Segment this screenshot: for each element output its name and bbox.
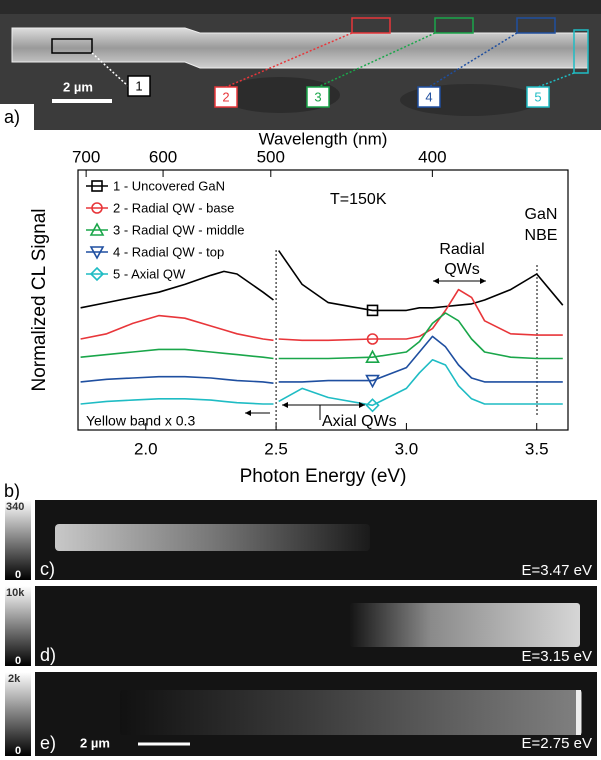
cl-map-d [5, 586, 597, 666]
annotation: GaN [525, 206, 558, 223]
y-axis-title: Normalized CL Signal [29, 208, 50, 391]
colorbar-max: 340 [6, 501, 24, 513]
series-line [278, 250, 564, 312]
series-line [80, 375, 274, 384]
x2-tick-label: 400 [418, 147, 446, 166]
panel-label: e) [40, 733, 56, 753]
cl-map-c [5, 500, 597, 580]
arrow-head [433, 278, 439, 284]
colorbar-min: 0 [15, 655, 21, 667]
annotation: Axial QWs [322, 413, 397, 430]
series-line [80, 348, 274, 360]
annotation: Yellow band x 0.3 [86, 413, 195, 429]
scale-bar-label: 2 µm [63, 79, 93, 94]
x-tick-label: 3.5 [525, 439, 549, 458]
x2-tick-label: 600 [149, 147, 177, 166]
region-boxes [51, 17, 589, 108]
x-axis-title: Photon Energy (eV) [240, 466, 407, 487]
annotation: Radial [439, 241, 484, 258]
arrow-head [245, 410, 251, 416]
arrow-head [359, 402, 365, 408]
marker [365, 349, 380, 364]
panel-label: b) [4, 481, 20, 501]
colorbar-max: 2k [8, 673, 21, 685]
arrow-head [282, 402, 288, 408]
annotation: T=150K [330, 191, 387, 208]
cl-map-e [5, 672, 597, 756]
marker [366, 304, 379, 317]
series-line [80, 314, 274, 342]
region-label: 5 [534, 89, 541, 104]
colorbar-min: 0 [15, 569, 21, 581]
x-tick-label: 3.0 [395, 439, 419, 458]
series-line [278, 288, 563, 342]
scale-bar-label: 2 µm [80, 735, 110, 750]
legend-marker [91, 180, 103, 192]
plot-frame [77, 169, 569, 431]
x2-axis-title: Wavelength (nm) [259, 129, 388, 148]
x2-tick-label: 500 [257, 147, 285, 166]
panel-label-bg [0, 104, 34, 130]
spectra-chart: 2.0 2.5 3.0 3.5 700 600 500 400 Wavelength (nm) P… [4, 129, 569, 501]
energy-label: E=3.47 eV [522, 562, 592, 579]
region-label: 3 [314, 89, 321, 104]
legend-marker [91, 202, 103, 214]
series-line [80, 398, 274, 405]
marker [366, 333, 379, 345]
region-label: 1 [135, 78, 142, 93]
legend-marker [89, 222, 105, 236]
legend-label: 5 - Axial QW [113, 266, 186, 281]
x-tick-label: 2.5 [264, 439, 288, 458]
marker [365, 374, 380, 389]
series-line [278, 359, 563, 407]
legend-label: 4 - Radial QW - top [113, 244, 224, 259]
legend-label: 3 - Radial QW - middle [113, 222, 244, 237]
marker [365, 398, 380, 413]
energy-label: E=2.75 eV [522, 735, 592, 752]
series-line [80, 270, 274, 309]
legend-marker [89, 246, 105, 260]
annotation: NBE [525, 227, 558, 244]
legend-label: 2 - Radial QW - base [113, 200, 234, 215]
colorbar-min: 0 [15, 745, 21, 757]
x2-tick-label: 700 [72, 147, 100, 166]
series-line [278, 335, 563, 383]
sem-image [0, 0, 601, 130]
annotation: QWs [444, 261, 480, 278]
colorbar-max: 10k [6, 587, 25, 599]
panel-label: d) [40, 645, 56, 665]
series-line [278, 312, 563, 360]
region-label: 4 [425, 89, 432, 104]
x-tick-label: 2.0 [134, 439, 158, 458]
region-label: 2 [222, 89, 229, 104]
legend-label: 1 - Uncovered GaN [113, 178, 225, 193]
panel-label: a) [4, 107, 20, 127]
arrow-head [480, 278, 486, 284]
energy-label: E=3.15 eV [522, 648, 592, 665]
panel-label: c) [40, 559, 55, 579]
legend-marker [89, 266, 105, 282]
